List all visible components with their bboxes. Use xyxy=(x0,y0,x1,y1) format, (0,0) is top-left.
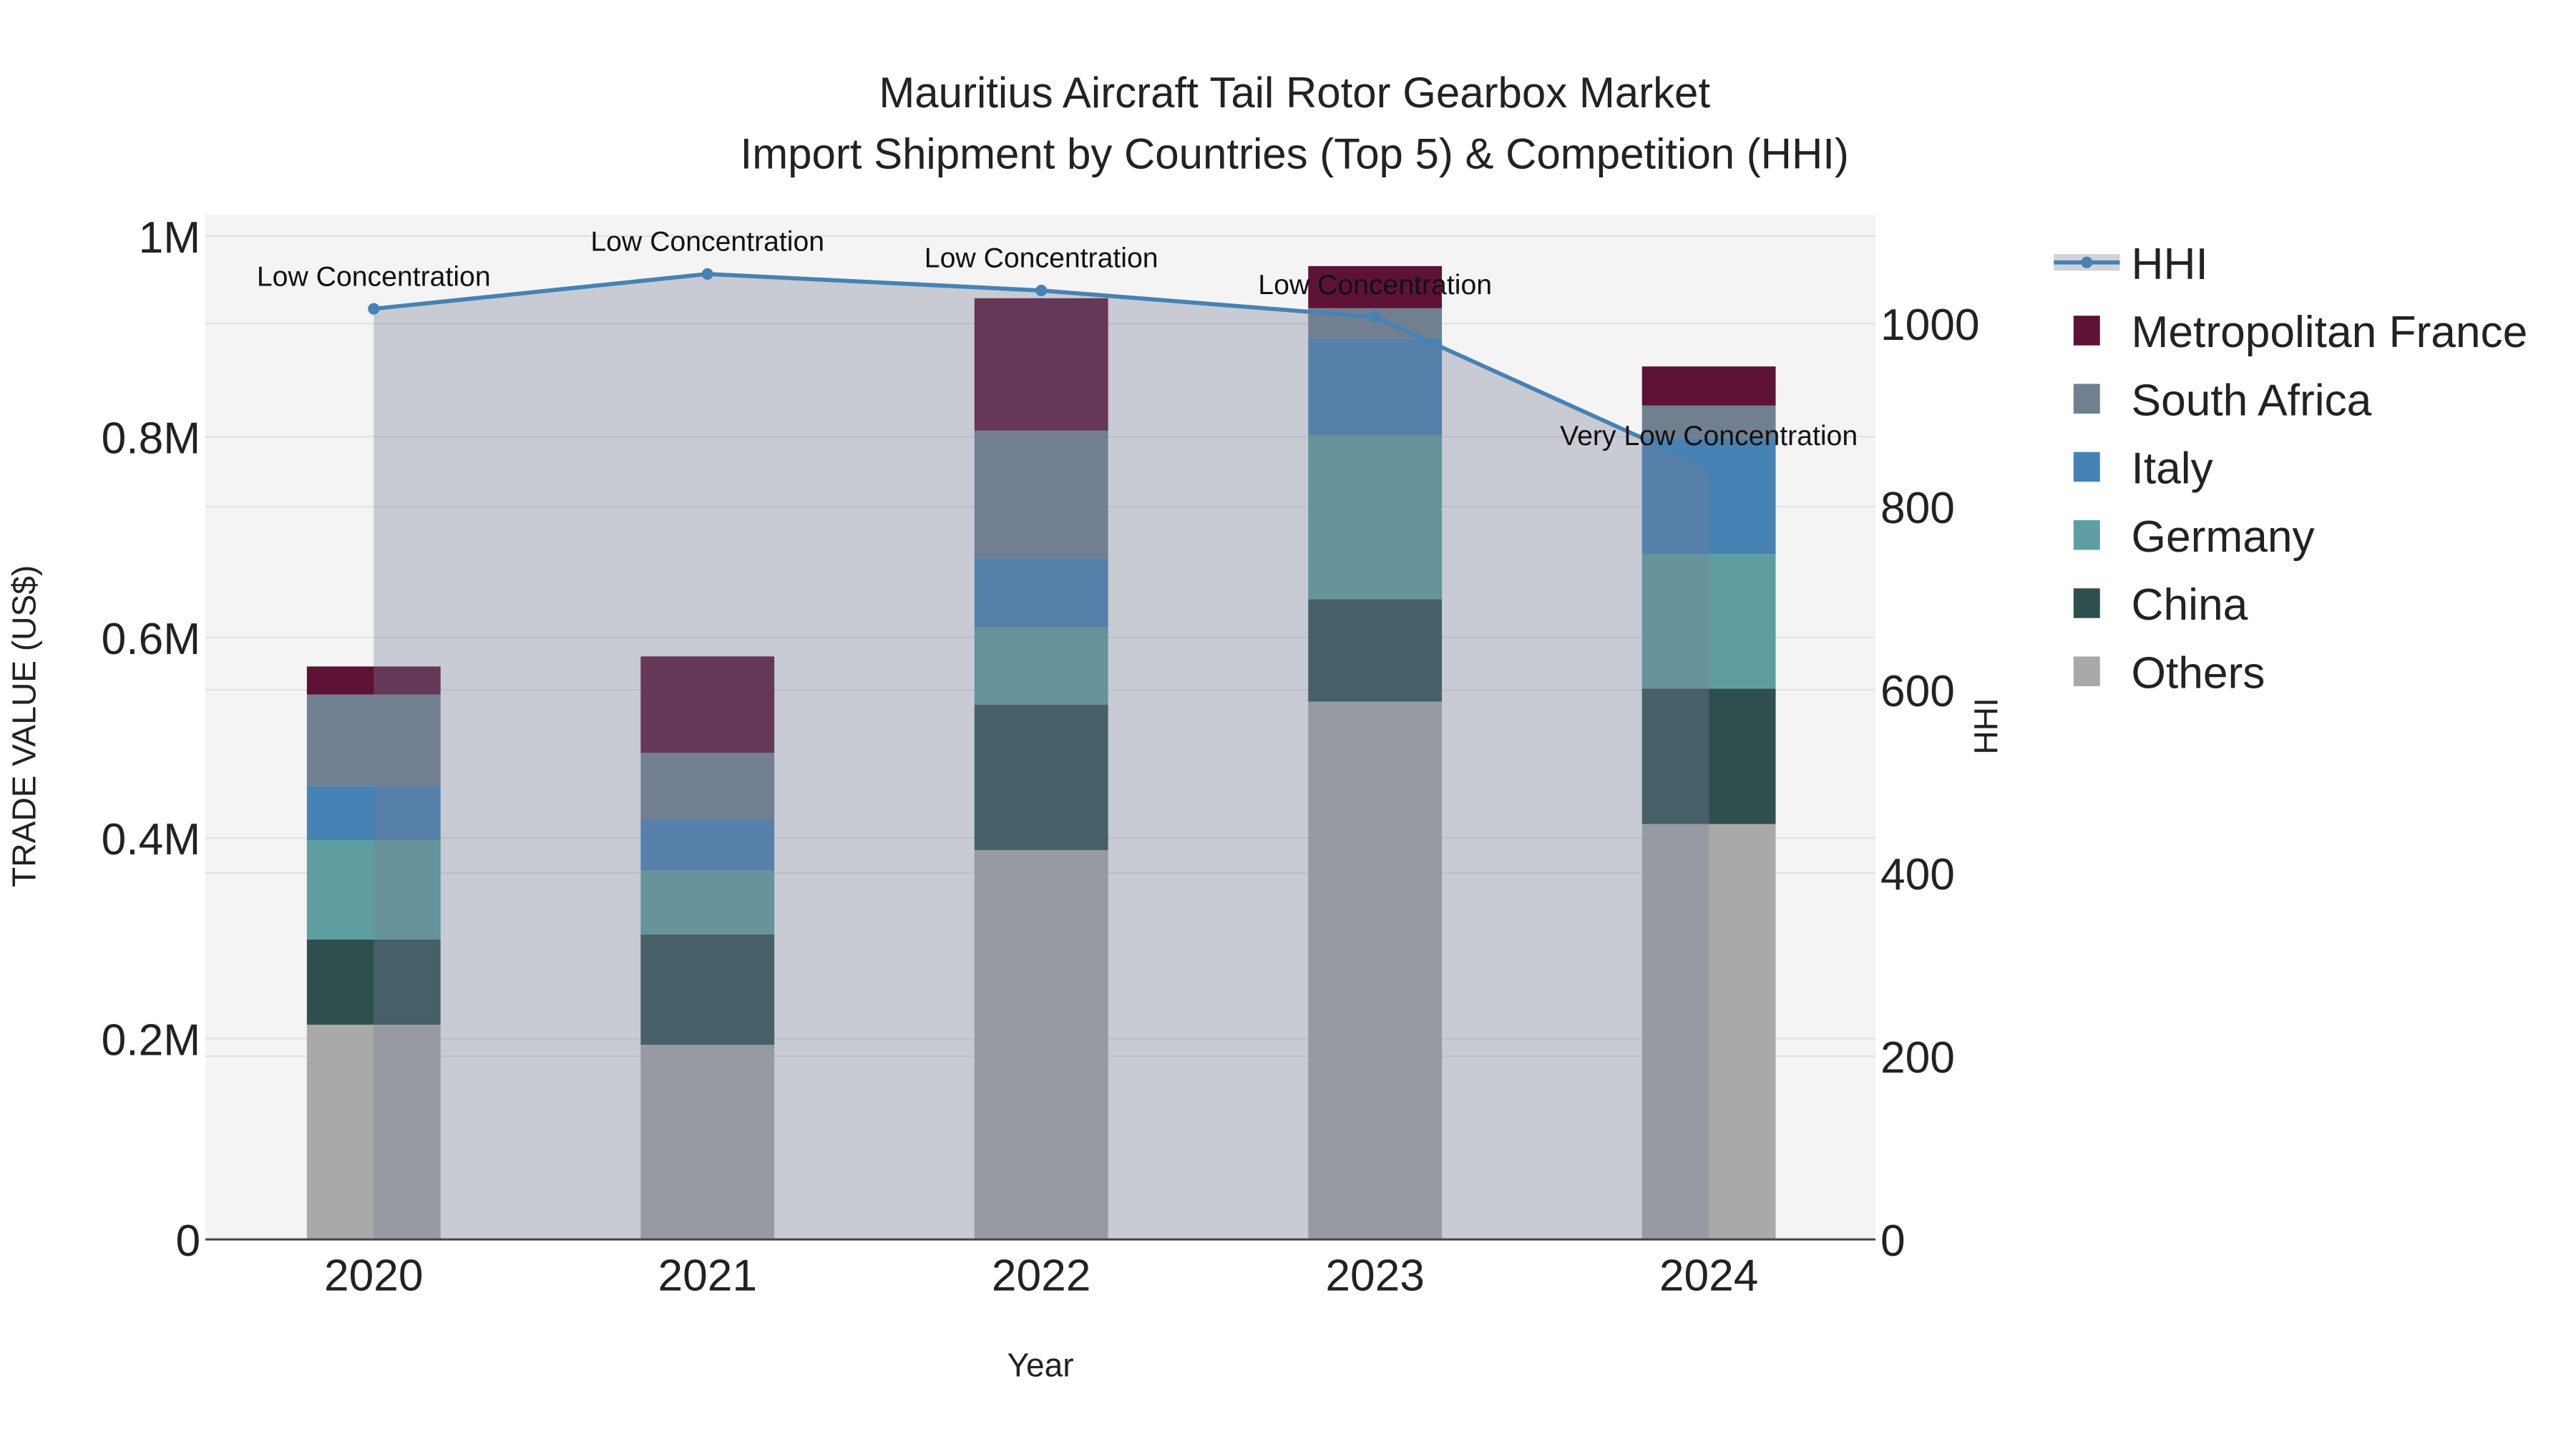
hhi-annotation: Low Concentration xyxy=(1258,270,1492,301)
legend-label: South Africa xyxy=(2132,376,2372,425)
y-axis-title: TRADE VALUE (US$) xyxy=(5,565,42,887)
hhi-series: Low Concentration Low Concentration Low Co… xyxy=(257,227,1858,1240)
bar-metropolitan-france-2020 xyxy=(306,666,441,695)
x-axis-title: Year xyxy=(1007,1347,1073,1384)
bar-china-2021 xyxy=(640,934,775,1045)
bar-others-2022 xyxy=(974,850,1108,1240)
chart-subtitle: Import Shipment by Countries (Top 5) & C… xyxy=(741,130,1849,177)
hhi-annotation: Low Concentration xyxy=(257,261,491,292)
legend-label: Germany xyxy=(2132,512,2316,562)
bar-south-africa-2024 xyxy=(1641,405,1776,439)
bar-others-2023 xyxy=(1308,701,1443,1240)
legend-swatch-italy xyxy=(2073,452,2100,482)
y2-tick-label: 0 xyxy=(1880,1216,1906,1266)
y2-tick-label: 600 xyxy=(1880,667,1955,716)
bar-germany-2022 xyxy=(974,627,1108,705)
bar-italy-2024 xyxy=(1641,439,1776,555)
bar-south-africa-2020 xyxy=(306,694,441,786)
legend-swatch-south-africa xyxy=(2073,384,2100,414)
legend-label: China xyxy=(2132,580,2248,630)
bars xyxy=(306,265,1776,1240)
bar-metropolitan-france-2023 xyxy=(1308,265,1443,308)
legend-label: Metropolitan France xyxy=(2132,308,2528,357)
legend-swatch-germany xyxy=(2073,519,2100,550)
hhi-point-2022 xyxy=(1035,284,1048,297)
chart-title: Mauritius Aircraft Tail Rotor Gearbox Ma… xyxy=(879,69,1710,117)
hhi-annotation: Low Concentration xyxy=(590,227,824,258)
bar-germany-2024 xyxy=(1641,554,1776,689)
hhi-point-2023 xyxy=(1369,311,1381,323)
bar-others-2024 xyxy=(1641,824,1776,1240)
y-tick-label: 0.4M xyxy=(102,815,200,864)
y-tick-label: 0 xyxy=(175,1216,200,1266)
bar-south-africa-2021 xyxy=(640,752,775,819)
legend-label: HHI xyxy=(2132,240,2208,289)
y-tick-label: 1M xyxy=(139,213,201,263)
bar-others-2021 xyxy=(640,1045,775,1240)
axes: 0 0.2M 0.4M 0.6M 0.8M 1M 0 200 400 600 800 1000 2020… xyxy=(102,213,1980,1301)
bar-germany-2023 xyxy=(1308,435,1443,600)
bar-china-2024 xyxy=(1641,688,1776,824)
hhi-annotation: Very Low Concentration xyxy=(1560,421,1858,452)
hhi-annotation: Low Concentration xyxy=(924,243,1158,274)
bar-germany-2020 xyxy=(306,839,441,940)
x-tick-label: 2020 xyxy=(324,1252,424,1301)
bar-south-africa-2022 xyxy=(974,430,1108,558)
hhi-point-2020 xyxy=(368,303,380,315)
bar-germany-2021 xyxy=(640,870,775,935)
y2-tick-label: 800 xyxy=(1880,484,1955,533)
legend-label: Italy xyxy=(2132,444,2214,494)
bar-italy-2020 xyxy=(306,786,441,840)
y2-tick-label: 400 xyxy=(1880,850,1955,899)
y-tick-label: 0.8M xyxy=(102,414,200,463)
bar-italy-2021 xyxy=(640,819,775,871)
bar-others-2020 xyxy=(306,1025,441,1240)
legend-hhi-marker xyxy=(2081,256,2093,268)
x-tick-label: 2024 xyxy=(1659,1252,1759,1301)
legend-swatch-metropolitan-france xyxy=(2073,316,2100,346)
x-tick-label: 2021 xyxy=(658,1252,757,1301)
y-tick-label: 0.6M xyxy=(102,615,200,664)
x-tick-label: 2022 xyxy=(992,1252,1091,1301)
y2-tick-label: 1000 xyxy=(1880,301,1980,350)
legend-label: Others xyxy=(2132,648,2265,698)
hhi-point-2024 xyxy=(1703,462,1715,474)
legend-swatch-others xyxy=(2073,656,2100,686)
bar-metropolitan-france-2021 xyxy=(640,656,775,753)
legend-swatch-china xyxy=(2073,588,2100,618)
bar-china-2020 xyxy=(306,939,441,1025)
bar-china-2023 xyxy=(1308,599,1443,702)
hhi-point-2021 xyxy=(701,268,713,280)
legend: HHI Metropolitan France South Africa Italy G… xyxy=(2054,240,2527,698)
x-tick-label: 2023 xyxy=(1325,1252,1425,1301)
hhi-area xyxy=(374,273,1709,1240)
bar-metropolitan-france-2022 xyxy=(974,298,1108,431)
bar-china-2022 xyxy=(974,704,1108,851)
bar-italy-2022 xyxy=(974,557,1108,628)
y2-axis-title: HHI xyxy=(1968,698,2005,754)
bar-metropolitan-france-2024 xyxy=(1641,366,1776,406)
bar-italy-2023 xyxy=(1308,338,1443,436)
y2-tick-label: 200 xyxy=(1880,1033,1955,1083)
y-tick-label: 0.2M xyxy=(102,1016,200,1065)
